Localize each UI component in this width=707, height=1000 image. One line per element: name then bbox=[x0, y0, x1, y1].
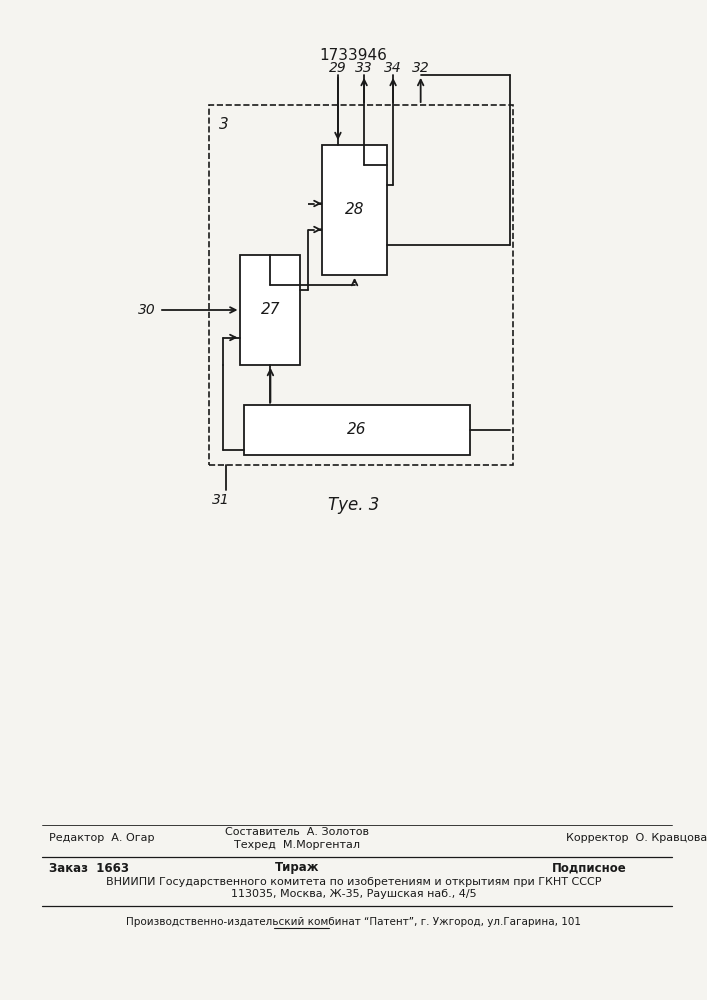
Bar bbox=[244, 405, 470, 455]
Text: 29: 29 bbox=[329, 61, 347, 75]
Text: Корректор  О. Кравцова: Корректор О. Кравцова bbox=[566, 833, 707, 843]
Text: 1733946: 1733946 bbox=[320, 47, 387, 62]
Text: Техред  М.Моргентал: Техред М.Моргентал bbox=[234, 840, 360, 850]
Text: Тираж: Тираж bbox=[275, 861, 319, 874]
Text: ВНИИПИ Государственного комитета по изобретениям и открытиям при ГКНТ СССР: ВНИИПИ Государственного комитета по изоб… bbox=[106, 877, 601, 887]
Bar bbox=[209, 105, 513, 465]
Text: Τуе. 3: Τуе. 3 bbox=[328, 496, 379, 514]
Text: 34: 34 bbox=[384, 61, 402, 75]
Text: Производственно-издательский комбинат “Патент”, г. Ужгород, ул.Гагарина, 101: Производственно-издательский комбинат “П… bbox=[126, 917, 581, 927]
Text: 3: 3 bbox=[219, 117, 229, 132]
Text: Заказ  1663: Заказ 1663 bbox=[49, 861, 129, 874]
Text: 32: 32 bbox=[411, 61, 430, 75]
Bar bbox=[322, 145, 387, 275]
Text: 26: 26 bbox=[347, 422, 367, 437]
Text: Редактор  А. Огар: Редактор А. Огар bbox=[49, 833, 155, 843]
Text: 27: 27 bbox=[261, 302, 280, 318]
Text: 33: 33 bbox=[355, 61, 373, 75]
Text: Подписное: Подписное bbox=[551, 861, 626, 874]
Text: Составитель  А. Золотов: Составитель А. Золотов bbox=[225, 827, 369, 837]
Text: 31: 31 bbox=[212, 493, 230, 507]
Bar bbox=[240, 255, 300, 365]
Text: 30: 30 bbox=[138, 303, 156, 317]
Text: 113035, Москва, Ж-35, Раушская наб., 4/5: 113035, Москва, Ж-35, Раушская наб., 4/5 bbox=[230, 889, 477, 899]
Text: 28: 28 bbox=[345, 202, 364, 218]
